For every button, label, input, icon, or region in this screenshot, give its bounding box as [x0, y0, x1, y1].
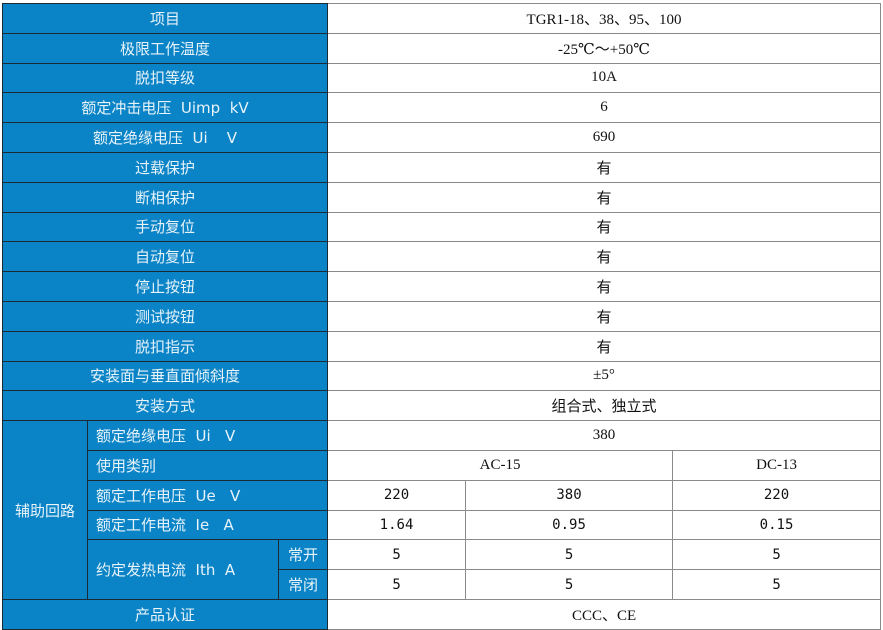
cell: 5: [327, 539, 467, 571]
cell: 5: [672, 569, 882, 600]
table-row: 额定工作电压 Ue V 220 380 220: [3, 479, 882, 511]
table-row: 额定工作电流 Ie A 1.64 0.95 0.15: [3, 509, 882, 541]
row-value: -25℃～+50℃: [327, 32, 882, 64]
table-row: 安装面与垂直面倾斜度 ±5°: [1, 360, 882, 392]
aux-group-label: 辅助回路: [2, 420, 88, 600]
row-value: 有: [327, 271, 882, 302]
sub-label: 常闭: [277, 569, 329, 600]
table-row: 常闭 5 5 5: [3, 569, 882, 600]
table-row: 极限工作温度 -25℃～+50℃: [1, 32, 882, 64]
table-row: 测试按钮有: [1, 300, 882, 332]
row-label: 安装面与垂直面倾斜度: [1, 360, 329, 392]
table-row: 安装方式 组合式、独立式: [1, 390, 882, 422]
row-value: 有: [327, 211, 882, 243]
table-row: 使用类别 AC-15 DC-13: [3, 449, 882, 481]
row-label: 停止按钮: [1, 271, 329, 302]
cell: 5: [327, 569, 467, 600]
row-label: 约定发热电流 Ith A: [87, 539, 279, 600]
row-value: CCC、CE: [327, 598, 882, 630]
cell: 0.15: [672, 509, 882, 541]
row-label: 自动复位: [1, 241, 329, 273]
cell: 380: [465, 479, 674, 511]
row-label: 产品认证: [1, 598, 329, 630]
row-label: 脱扣等级: [1, 62, 329, 94]
cell: 5: [672, 539, 882, 571]
row-label: 额定工作电流 Ie A: [86, 509, 329, 541]
row-label: 脱扣指示: [1, 330, 329, 362]
row-label: 测试按钮: [1, 300, 329, 332]
row-value: 组合式、独立式: [327, 390, 882, 422]
row-label: 安装方式: [1, 390, 329, 422]
cell: 0.95: [465, 509, 674, 541]
table-row: 脱扣等级 10A: [1, 62, 882, 94]
row-value: 有: [327, 181, 882, 213]
cell: 5: [465, 539, 674, 571]
sub-label: 常开: [277, 539, 329, 571]
row-value: 有: [327, 241, 882, 273]
row-value: 690: [327, 122, 882, 153]
row-label: 额定冲击电压 Uimp kV: [1, 92, 329, 124]
row-value: 10A: [327, 62, 882, 94]
table-row: 手动复位有: [1, 211, 882, 243]
table-row: 停止按钮有: [1, 271, 882, 302]
cell: 220: [672, 479, 882, 511]
table-row: 过载保护有: [1, 151, 882, 183]
row-label: 额定绝缘电压 Ui V: [86, 420, 329, 451]
row-value: 有: [327, 330, 882, 362]
table-row: 额定绝缘电压 Ui V 690: [1, 122, 882, 153]
cell: 1.64: [327, 509, 467, 541]
cell: 220: [327, 479, 467, 511]
row-value: 6: [327, 92, 882, 124]
table-row: 额定冲击电压 Uimp kV 6: [1, 92, 882, 124]
cell: 5: [465, 569, 674, 600]
table-row: 自动复位有: [1, 241, 882, 273]
row-label: 手动复位: [1, 211, 329, 243]
table-row: 脱扣指示有: [1, 330, 882, 362]
row-label: 项目: [1, 3, 329, 34]
table-row-cert: 产品认证 CCC、CE: [1, 598, 882, 630]
table-row: 约定发热电流 Ith A 常开 5 5 5: [3, 539, 882, 600]
row-label: 额定绝缘电压 Ui V: [1, 122, 329, 153]
row-value: ±5°: [327, 360, 882, 392]
spec-table: 项目 TGR1-18、38、95、100 极限工作温度 -25℃～+50℃ 脱扣等级…: [1, 3, 882, 630]
table-row: 断相保护有: [1, 181, 882, 213]
row-label: 使用类别: [86, 449, 329, 481]
table-row: 辅助回路 额定绝缘电压 Ui V 380: [2, 420, 882, 600]
row-value: 有: [327, 300, 882, 332]
row-label: 极限工作温度: [1, 32, 329, 64]
row-value: 380: [327, 420, 882, 451]
ac-category: AC-15: [327, 449, 674, 481]
table-row-header: 项目 TGR1-18、38、95、100: [1, 3, 882, 34]
row-label: 断相保护: [1, 181, 329, 213]
row-label: 额定工作电压 Ue V: [86, 479, 329, 511]
row-label: 过载保护: [1, 151, 329, 183]
dc-category: DC-13: [672, 449, 882, 481]
row-value: 有: [327, 151, 882, 183]
row-value: TGR1-18、38、95、100: [327, 3, 882, 34]
